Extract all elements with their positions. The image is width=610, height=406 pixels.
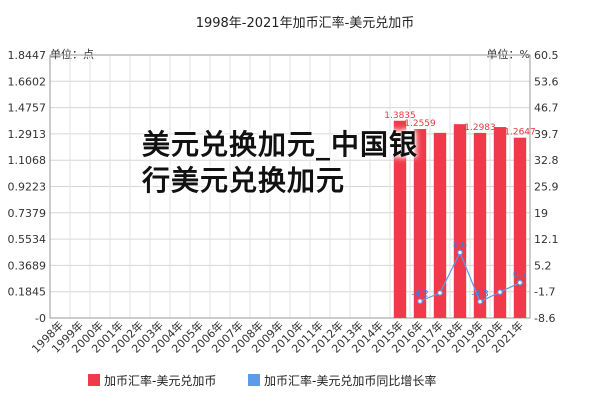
right-tick-label: 5.2 bbox=[534, 259, 552, 272]
right-tick-label: 12.1 bbox=[534, 233, 559, 246]
left-tick-label: 0.5534 bbox=[8, 233, 47, 246]
chart-title: 1998年-2021年加币汇率-美元兑加币 bbox=[196, 15, 415, 31]
line-point bbox=[437, 290, 443, 296]
left-tick-label: 0.3689 bbox=[8, 259, 47, 272]
legend-swatch-bar bbox=[88, 374, 100, 386]
bar-data-label: 1.2559 bbox=[404, 119, 436, 129]
right-axis-ticks: 60.5 53.6 46.7 39.7 32.8 25.9 19 12.1 5.2 -1.7 -8.… bbox=[534, 49, 559, 325]
line-data-label: -4.3 bbox=[471, 290, 489, 300]
right-tick-label: 25.9 bbox=[534, 181, 559, 194]
plot-frame bbox=[49, 54, 531, 319]
bar bbox=[453, 124, 467, 318]
line-point bbox=[457, 249, 463, 256]
right-tick-label: 46.7 bbox=[534, 102, 559, 115]
legend: 加币汇率-美元兑加币 加币汇率-美元兑加币同比增长率 bbox=[88, 373, 436, 388]
bar-data-label: 1.2647 bbox=[504, 128, 536, 138]
line-point bbox=[417, 298, 423, 305]
overlay-line-2: 行美元兑换加元 bbox=[142, 164, 346, 197]
line-data-label: 8.6 bbox=[453, 241, 468, 251]
overlay-line-1: 美元兑换加元_中国银 bbox=[142, 128, 419, 161]
legend-label-bar: 加币汇率-美元兑加币 bbox=[104, 373, 216, 388]
line-data-label: 0.7 bbox=[513, 271, 527, 281]
right-tick-label: 53.6 bbox=[534, 75, 559, 88]
grid-lines bbox=[49, 54, 531, 319]
bar bbox=[433, 132, 447, 318]
right-tick-label: 32.8 bbox=[534, 154, 559, 167]
legend-label-line: 加币汇率-美元兑加币同比增长率 bbox=[264, 373, 436, 388]
line-point bbox=[497, 289, 503, 295]
line-series: -4.2 8.6 -4.3 0.7 bbox=[411, 241, 527, 305]
right-tick-label: -8.6 bbox=[534, 312, 555, 325]
left-tick-label: 1.6602 bbox=[8, 75, 47, 88]
bar bbox=[493, 127, 507, 319]
right-tick-label: -1.7 bbox=[534, 286, 555, 299]
bar-data-label: 1.3835 bbox=[384, 111, 416, 121]
left-unit-label: 单位：点 bbox=[50, 47, 94, 61]
left-tick-label: -0 bbox=[35, 312, 46, 325]
right-tick-label: 39.7 bbox=[534, 128, 559, 141]
watermark-overlay-text: 美元兑换加元_中国银 行美元兑换加元 bbox=[142, 127, 462, 199]
bar bbox=[413, 129, 427, 318]
left-tick-label: 1.1068 bbox=[8, 154, 47, 167]
line-point bbox=[477, 298, 483, 305]
bar-data-label: 1.2983 bbox=[464, 123, 496, 133]
bar bbox=[513, 137, 527, 318]
left-axis-ticks: 1.8447 1.6602 1.4757 1.2913 1.1068 0.9223 0.73… bbox=[8, 49, 47, 325]
left-tick-label: 0.7379 bbox=[8, 207, 47, 220]
left-tick-label: 0.9223 bbox=[8, 181, 47, 194]
line-point bbox=[517, 279, 523, 286]
growth-line bbox=[419, 251, 521, 303]
legend-swatch-line bbox=[248, 374, 260, 386]
left-tick-label: 1.2913 bbox=[8, 128, 47, 141]
x-axis-ticks: 1998年1999年2000年2001年2002年2003年2004年2005年… bbox=[29, 318, 526, 355]
left-tick-label: 1.8447 bbox=[8, 49, 47, 62]
bar bbox=[393, 120, 407, 318]
left-tick-label: 0.1845 bbox=[8, 286, 47, 299]
line-data-label: -4.2 bbox=[411, 289, 429, 299]
bar bbox=[473, 132, 487, 318]
left-tick-label: 1.4757 bbox=[8, 102, 47, 115]
right-tick-label: 60.5 bbox=[534, 49, 559, 62]
right-tick-label: 19 bbox=[534, 207, 548, 220]
right-unit-label: 单位：% bbox=[487, 47, 530, 61]
